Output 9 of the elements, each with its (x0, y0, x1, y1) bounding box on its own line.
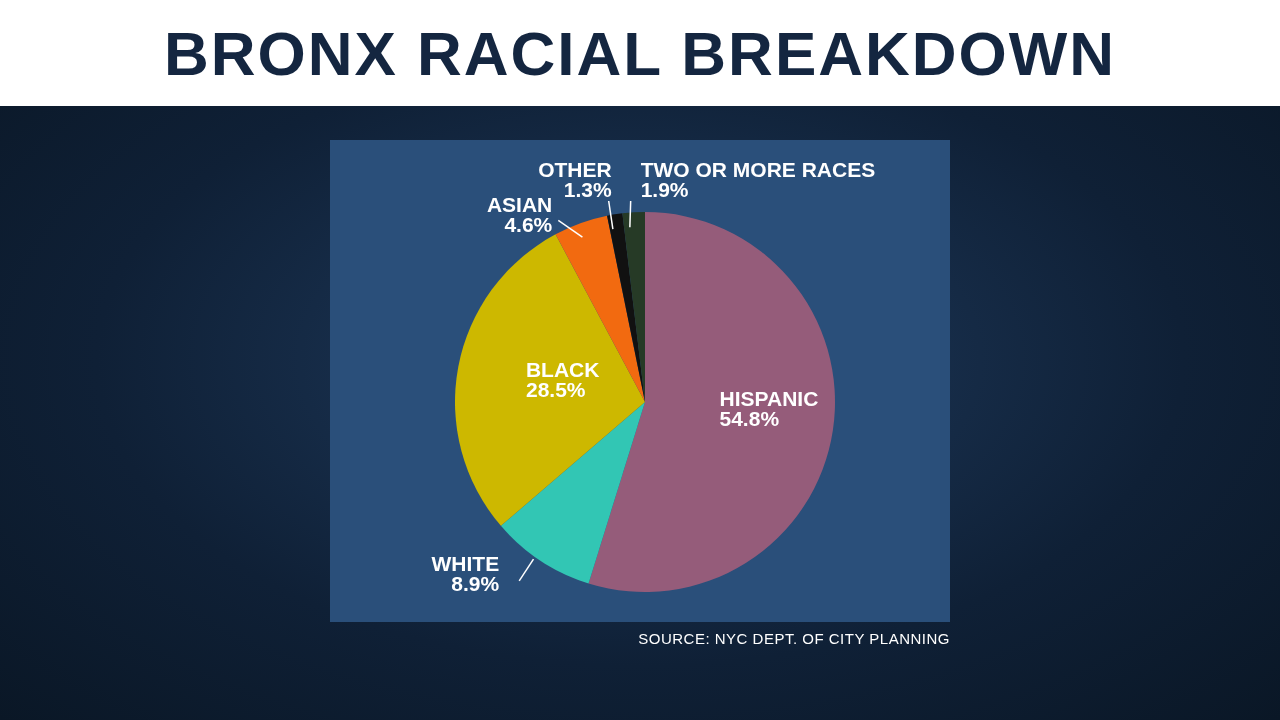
pie-slice (607, 213, 645, 402)
chart-title: BRONX RACIAL BREAKDOWN (163, 17, 1117, 89)
slice-label: TWO OR MORE RACES (640, 158, 876, 181)
pie-slice (500, 402, 645, 584)
slice-label: OTHER (538, 158, 612, 181)
pie-slice (455, 234, 645, 526)
source-note: SOURCE: NYC DEPT. OF CITY PLANNING (638, 630, 950, 647)
data-label: 1.9% (640, 178, 689, 201)
data-label: 1.3% (563, 178, 613, 201)
